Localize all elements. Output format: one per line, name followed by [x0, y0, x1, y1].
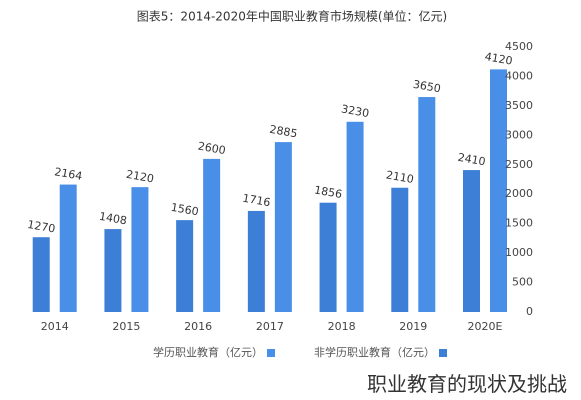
bar-2017-series-2	[247, 210, 265, 312]
data-label: 4120	[484, 50, 514, 68]
bar-2018-series-1	[346, 121, 364, 313]
y-tick-label: 3500	[505, 99, 533, 112]
bar-2016-series-1	[203, 158, 221, 312]
legend-label: 非学历职业教育（亿元）	[314, 345, 435, 359]
bar-2014-series-1	[59, 184, 77, 312]
x-tick-label: 2015	[112, 320, 140, 333]
y-tick-label: 4000	[505, 69, 533, 82]
x-tick-label: 2014	[41, 320, 69, 333]
y-tick-label: 1500	[505, 217, 533, 230]
bar-2018-series-2	[319, 202, 337, 312]
data-label: 1716	[242, 192, 272, 210]
y-tick-label: 0	[526, 305, 533, 318]
data-label: 1408	[98, 210, 128, 228]
data-label: 1560	[170, 201, 200, 219]
bar-2015-series-2	[104, 229, 122, 312]
x-tick-label: 2020E	[468, 320, 503, 333]
caption-text: 职业教育的现状及挑战	[367, 372, 567, 396]
data-label: 1270	[26, 218, 56, 236]
bar-2015-series-1	[131, 187, 149, 312]
data-label: 2164	[53, 165, 83, 183]
y-tick-label: 4500	[505, 40, 533, 53]
legend-swatch	[439, 349, 447, 357]
bar-2016-series-2	[176, 220, 194, 312]
y-tick-label: 2000	[505, 187, 533, 200]
bar-2019-series-1	[418, 97, 436, 312]
data-label: 3230	[340, 102, 370, 120]
bar-2020E-series-1	[490, 69, 507, 312]
bar-2014-series-2	[32, 237, 50, 312]
data-label: 2885	[269, 123, 299, 141]
x-tick-label: 2018	[328, 320, 356, 333]
data-label: 2110	[385, 168, 415, 186]
x-tick-label: 2019	[399, 320, 427, 333]
legend-swatch	[267, 349, 275, 357]
data-label: 1856	[313, 183, 343, 201]
x-tick-label: 2017	[256, 320, 284, 333]
data-label: 2600	[197, 140, 227, 158]
data-label: 2120	[125, 168, 155, 186]
bar-2019-series-2	[391, 187, 409, 312]
chart-title: 图表5：2014-2020年中国职业教育市场规模(单位：亿元)	[137, 9, 447, 24]
data-label: 2410	[457, 151, 487, 169]
caption-banner: 职业教育的现状及挑战	[0, 360, 581, 400]
bar-2017-series-1	[274, 142, 292, 312]
legend-label: 学历职业教育（亿元）	[153, 345, 263, 359]
x-tick-label: 2016	[184, 320, 212, 333]
y-tick-label: 2500	[505, 158, 533, 171]
y-tick-label: 1000	[505, 246, 533, 259]
y-tick-label: 3000	[505, 128, 533, 141]
data-label: 3650	[412, 78, 442, 96]
y-tick-label: 500	[512, 276, 533, 289]
bar-2020E-series-2	[463, 170, 480, 312]
